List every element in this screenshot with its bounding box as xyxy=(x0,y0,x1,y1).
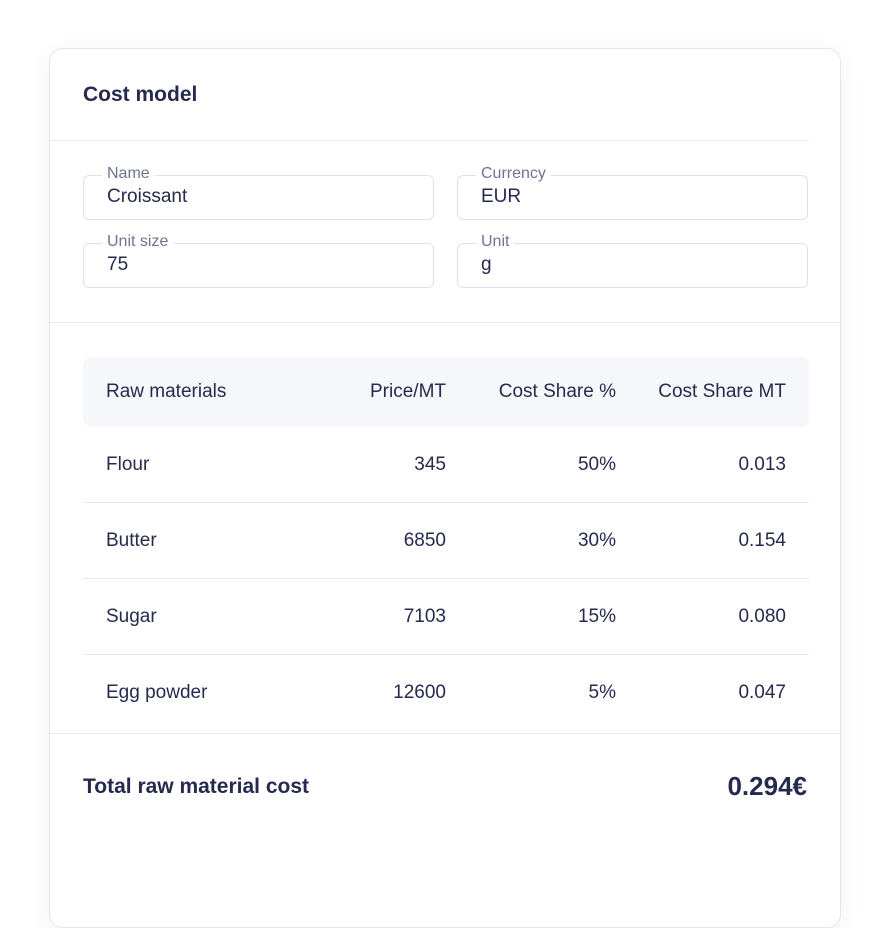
raw-materials-table: Raw materials Price/MT Cost Share % Cost… xyxy=(83,357,809,731)
name-field[interactable]: Name Croissant xyxy=(83,164,434,220)
material-price: 7103 xyxy=(403,605,446,627)
column-header-raw-materials: Raw materials xyxy=(106,381,227,402)
unit-field-value: g xyxy=(481,254,492,275)
column-header-cost-share-percent: Cost Share % xyxy=(498,381,616,402)
header-divider xyxy=(50,140,809,141)
material-name: Sugar xyxy=(106,605,157,627)
material-cost-share-mt: 0.013 xyxy=(738,453,786,475)
material-cost-share-mt: 0.047 xyxy=(738,682,786,703)
total-label: Total raw material cost xyxy=(83,775,310,798)
table-header: Raw materials Price/MT Cost Share % Cost… xyxy=(83,357,809,427)
material-cost-share-percent: 15% xyxy=(577,605,616,627)
unit-field[interactable]: Unit g xyxy=(457,232,808,288)
material-price: 6850 xyxy=(403,529,446,551)
table-row: Butter 6850 30% 0.154 xyxy=(83,503,809,579)
currency-field-value: EUR xyxy=(481,186,522,207)
material-name: Butter xyxy=(106,529,157,551)
material-name: Egg powder xyxy=(106,682,208,703)
table-row: Flour 345 50% 0.013 xyxy=(83,427,809,503)
material-cost-share-mt: 0.154 xyxy=(738,529,786,551)
material-cost-share-percent: 50% xyxy=(577,453,616,475)
total-value: 0.294€ xyxy=(727,771,807,801)
currency-field-label: Currency xyxy=(476,164,551,184)
unit-size-field[interactable]: Unit size 75 xyxy=(83,232,434,288)
name-field-label: Name xyxy=(102,164,155,184)
column-header-price: Price/MT xyxy=(370,381,446,402)
name-field-value: Croissant xyxy=(107,186,188,207)
unit-size-field-label: Unit size xyxy=(102,232,174,252)
form-divider xyxy=(50,322,840,323)
column-header-cost-share-mt: Cost Share MT xyxy=(658,381,786,402)
material-cost-share-mt: 0.080 xyxy=(738,605,786,627)
material-price: 345 xyxy=(414,453,446,475)
card-title: Cost model xyxy=(83,83,198,106)
total-divider xyxy=(50,733,840,734)
unit-size-field-value: 75 xyxy=(107,254,129,275)
material-price: 12600 xyxy=(393,682,446,703)
material-name: Flour xyxy=(106,453,150,475)
currency-field[interactable]: Currency EUR xyxy=(457,164,808,220)
cost-model-card: Cost model Name Croissant Currency EUR U… xyxy=(49,48,841,928)
material-cost-share-percent: 30% xyxy=(577,529,616,551)
material-cost-share-percent: 5% xyxy=(588,682,616,703)
table-row: Egg powder 12600 5% 0.047 xyxy=(83,655,809,731)
unit-field-label: Unit xyxy=(476,232,515,252)
table-row: Sugar 7103 15% 0.080 xyxy=(83,579,809,655)
